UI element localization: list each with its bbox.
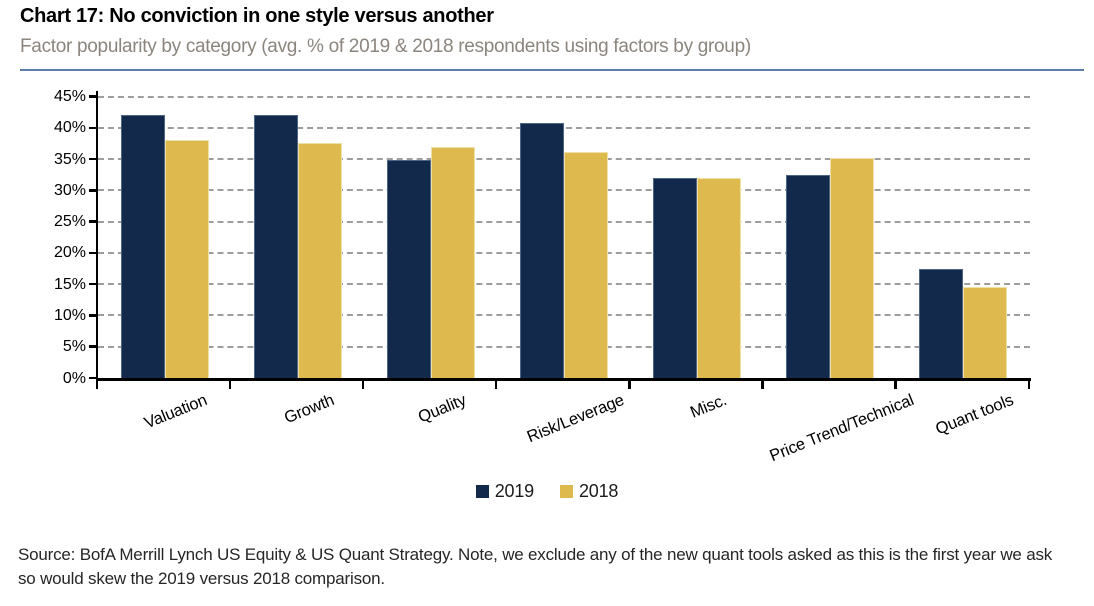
- legend-item-2019: 2019: [475, 481, 534, 502]
- x-category-label: Quant tools: [933, 391, 1017, 439]
- x-tick: [894, 381, 897, 389]
- gridline-45: [98, 95, 1030, 98]
- y-tick-label: 15%: [53, 275, 86, 293]
- legend-label-2018: 2018: [579, 481, 619, 501]
- bar-2018-price-trend-technical: [830, 157, 875, 378]
- bar-2019-risk-leverage: [520, 122, 564, 378]
- legend-item-2018: 2018: [560, 481, 618, 502]
- x-tick: [95, 381, 98, 389]
- y-tick-label: 0%: [62, 369, 86, 387]
- y-tick-label: 20%: [53, 244, 86, 262]
- source-note-line2: so would skew the 2019 versus 2018 compa…: [18, 569, 385, 588]
- y-tick: [88, 282, 96, 286]
- y-tick: [88, 95, 96, 98]
- legend-swatch-2019: [475, 485, 489, 498]
- x-category-label: Valuation: [141, 391, 210, 433]
- y-tick: [88, 251, 96, 255]
- bar-2019-price-trend-technical: [786, 174, 831, 378]
- x-axis: [95, 378, 1031, 381]
- bar-2019-growth: [253, 115, 298, 378]
- x-tick: [494, 381, 498, 389]
- chart-legend: 2019 2018: [0, 481, 1094, 502]
- x-category-label: Growth: [281, 391, 337, 428]
- x-category-label: Quality: [415, 391, 469, 427]
- bar-2019-quant-tools: [919, 269, 964, 378]
- y-tick-label: 5%: [62, 338, 86, 356]
- source-note: Source: BofA Merrill Lynch US Equity & U…: [18, 543, 1083, 591]
- source-note-line1: Source: BofA Merrill Lynch US Equity & U…: [18, 545, 1053, 564]
- y-tick: [88, 220, 96, 223]
- y-tick: [88, 345, 96, 348]
- x-tick: [761, 381, 764, 389]
- bar-2018-valuation: [164, 140, 209, 378]
- x-tick: [1027, 381, 1030, 389]
- y-tick-label: 45%: [53, 88, 86, 105]
- x-tick: [361, 381, 365, 389]
- chart-title: Chart 17: No conviction in one style ver…: [20, 5, 494, 27]
- bar-2018-misc-: [697, 177, 742, 378]
- y-tick-label: 10%: [53, 306, 86, 324]
- x-category-label: Misc.: [687, 391, 729, 422]
- chart-subtitle: Factor popularity by category (avg. % of…: [20, 36, 751, 57]
- y-tick: [88, 189, 96, 192]
- x-category-label: Risk/Leverage: [524, 391, 627, 447]
- legend-swatch-2018: [560, 485, 573, 498]
- y-tick-label: 25%: [53, 213, 86, 231]
- legend-label-2019: 2019: [494, 481, 534, 501]
- y-tick: [88, 157, 96, 161]
- bar-2019-valuation: [120, 115, 165, 378]
- y-axis: [95, 91, 98, 380]
- x-category-label: Price Trend/Technical: [766, 391, 916, 466]
- y-tick-label: 40%: [53, 119, 86, 137]
- bar-2018-quant-tools: [963, 286, 1008, 378]
- x-tick: [228, 381, 232, 389]
- bar-2018-growth: [297, 143, 342, 378]
- bar-2018-risk-leverage: [564, 151, 608, 378]
- y-tick: [88, 126, 96, 130]
- y-tick: [88, 314, 96, 317]
- bar-2019-misc-: [653, 177, 698, 378]
- x-tick: [628, 381, 631, 389]
- gridline-40: [98, 126, 1030, 129]
- y-tick-label: 30%: [53, 181, 86, 199]
- bar-2018-quality: [430, 146, 475, 378]
- y-tick-label: 35%: [53, 150, 86, 168]
- bar-2019-quality: [386, 160, 431, 378]
- header-divider: [20, 69, 1084, 71]
- y-tick: [88, 376, 96, 380]
